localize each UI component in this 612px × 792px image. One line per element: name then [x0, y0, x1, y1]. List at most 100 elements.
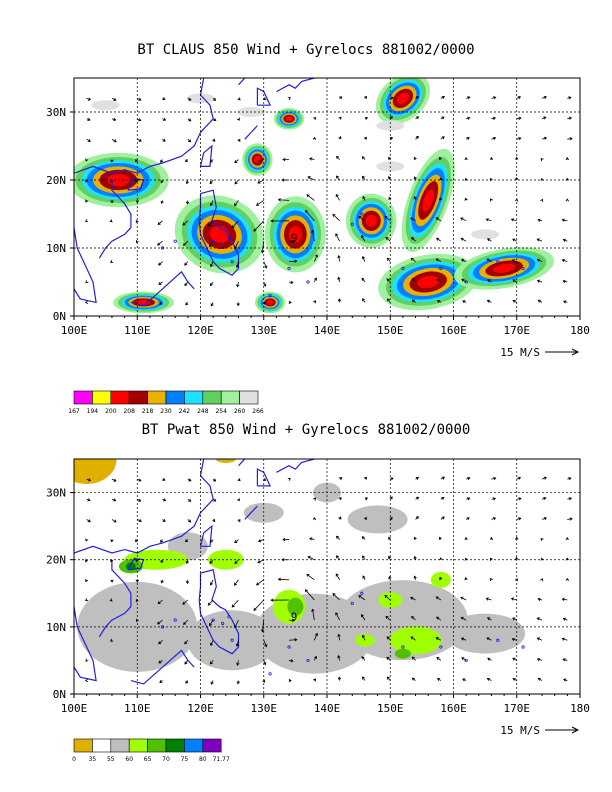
island — [173, 239, 177, 243]
wind-vector — [461, 657, 465, 661]
wind-vector — [361, 614, 366, 621]
wind-vector — [236, 261, 239, 268]
lat-label: 10N — [46, 242, 66, 255]
wind-vector — [163, 117, 167, 121]
wind-vector — [236, 498, 240, 502]
cloud-cluster — [493, 263, 516, 274]
lon-label: 120E — [187, 702, 214, 715]
wind-vector — [562, 259, 568, 262]
wind-vector — [562, 617, 566, 621]
wind-vector — [411, 616, 416, 621]
wind-vector — [135, 539, 139, 543]
wind-vector — [209, 661, 213, 665]
wind-vector — [361, 634, 365, 638]
wind-vector — [309, 158, 315, 160]
wind-vector — [306, 194, 310, 198]
wind-vector — [234, 540, 238, 544]
wind-vector — [390, 96, 394, 100]
wind-vector — [410, 217, 416, 222]
wind-vector — [335, 233, 341, 242]
wind-vector — [337, 655, 341, 659]
wind-vector — [460, 637, 465, 641]
wind-vector — [270, 219, 274, 223]
wind-vector — [188, 478, 192, 482]
wind-vector — [183, 240, 189, 246]
wind-vector — [543, 496, 547, 501]
wind-vector — [568, 477, 572, 481]
wind-vector — [185, 580, 190, 585]
wind-vector — [540, 158, 544, 162]
island — [439, 645, 443, 649]
wind-vector — [515, 156, 519, 160]
wind-vector — [236, 681, 240, 685]
wind-vector — [209, 622, 212, 627]
wind-vector — [493, 96, 497, 100]
wind-vector — [384, 215, 388, 219]
wind-vector — [184, 159, 189, 163]
wind-vector — [338, 136, 342, 140]
wind-vector — [157, 599, 163, 604]
wind-vector — [565, 198, 570, 202]
wind-vector — [387, 555, 392, 559]
wind-vector — [543, 116, 547, 120]
wind-vector — [236, 284, 240, 288]
wind-vector — [536, 258, 540, 262]
wind-vector — [562, 658, 566, 662]
wind-vector — [486, 238, 491, 242]
wind-vector — [562, 598, 568, 601]
wind-vector — [339, 96, 343, 100]
wind-vector — [110, 539, 114, 543]
wind-vector — [436, 616, 440, 620]
wind-vector — [411, 616, 415, 620]
wind-vector — [467, 497, 471, 501]
wind-vector — [511, 218, 517, 222]
wind-vector — [313, 277, 317, 281]
wind-vector — [262, 301, 266, 305]
colorbar-label: 254 — [215, 408, 227, 415]
cloud-cluster — [285, 116, 293, 122]
coastline — [244, 125, 258, 140]
wind-vector — [415, 476, 420, 480]
wind-vector — [492, 497, 497, 501]
wind-vector — [517, 96, 522, 100]
wind-vector — [332, 593, 340, 601]
wind-vector — [410, 636, 414, 640]
wind-vector — [113, 117, 117, 122]
lon-label: 180 — [570, 324, 590, 337]
wind-vector — [486, 598, 492, 601]
wind-vector — [517, 476, 522, 480]
wind-vector — [113, 478, 117, 482]
wind-vector — [235, 264, 240, 269]
wind-vector — [113, 519, 117, 523]
wind-vector — [435, 637, 439, 641]
wind-vector — [184, 640, 189, 645]
panel1-title: BT CLAUS 850 Wind + Gyrelocs 881002/0000 — [137, 42, 475, 58]
wind-vector — [568, 116, 572, 120]
pwat-region — [215, 459, 236, 463]
wind-vector — [567, 138, 573, 140]
wind-vector — [253, 228, 257, 232]
wind-vector — [287, 477, 291, 481]
wind-vector — [85, 658, 89, 662]
wind-vector — [87, 97, 92, 101]
wind-vector — [363, 136, 367, 140]
wind-vector — [258, 159, 264, 162]
lat-label: 20N — [46, 174, 66, 187]
lat-label: 20N — [46, 554, 66, 567]
wind-vector — [389, 115, 393, 120]
wind-vector — [231, 604, 235, 608]
wind-vector — [411, 237, 416, 242]
wind-vector — [231, 599, 239, 608]
wind-vector — [158, 262, 162, 266]
wind-vector — [237, 519, 241, 523]
island — [521, 266, 525, 270]
wind-vector — [231, 220, 239, 229]
wind-vector — [209, 202, 213, 207]
wind-vector — [109, 598, 113, 602]
wind-vector — [314, 254, 318, 258]
wind-vector — [304, 589, 308, 593]
lon-label: 110E — [124, 702, 151, 715]
wind-vector — [490, 198, 493, 202]
panel1-field: 9 — [74, 78, 573, 314]
